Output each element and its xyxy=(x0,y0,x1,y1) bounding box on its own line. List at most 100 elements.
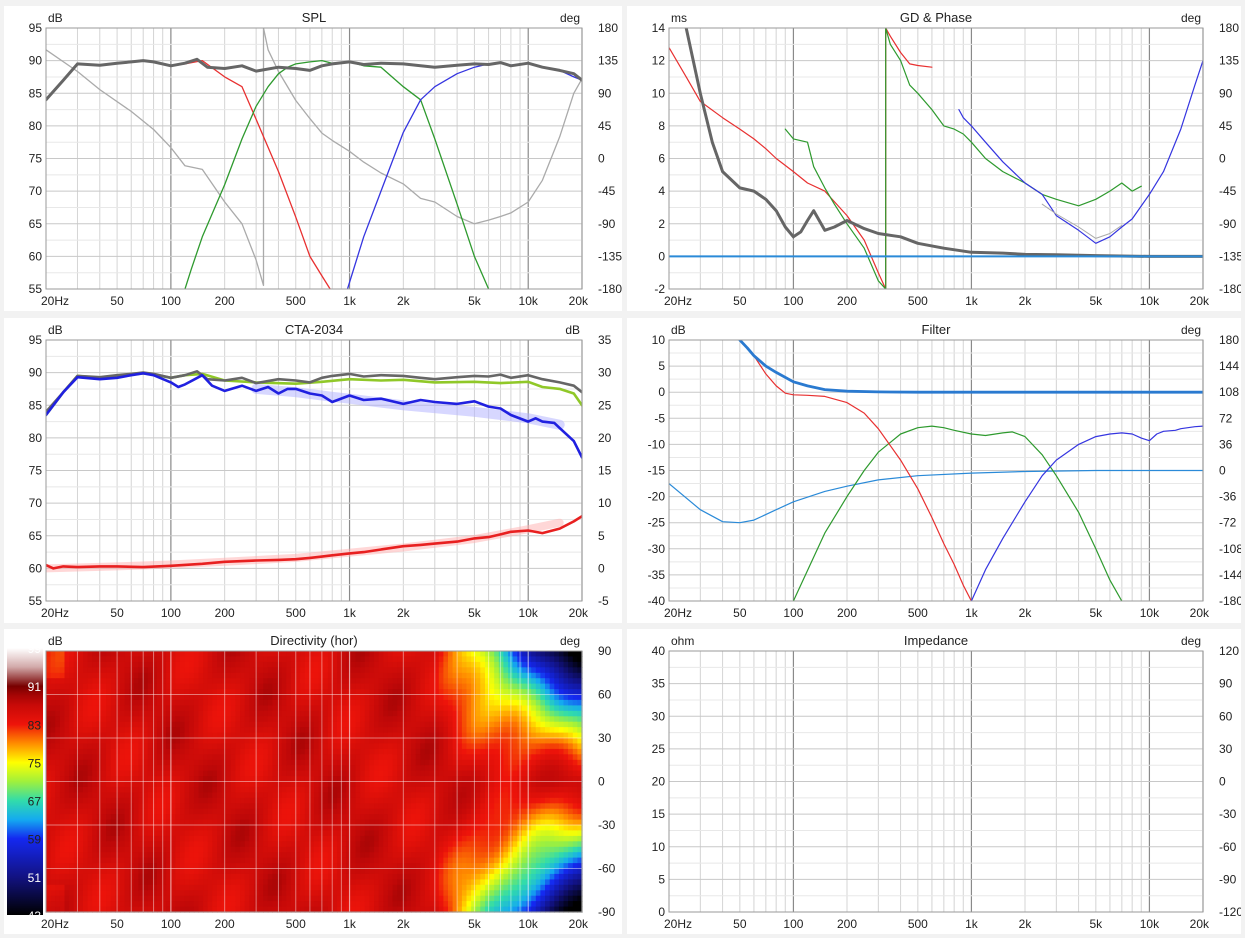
heatmap-cell xyxy=(383,797,389,804)
heatmap-cell xyxy=(364,797,370,804)
heatmap-cell xyxy=(258,819,264,826)
heatmap-cell xyxy=(360,868,366,875)
heatmap-cell xyxy=(332,759,338,766)
heatmap-cell xyxy=(461,895,468,902)
heatmap-cell xyxy=(286,825,292,831)
heatmap-cell xyxy=(438,748,444,755)
heatmap-cell xyxy=(253,873,260,880)
heatmap-cell xyxy=(226,661,232,668)
heatmap-cell xyxy=(351,825,357,831)
heatmap-cell xyxy=(156,661,163,668)
heatmap-cell xyxy=(249,672,255,679)
heatmap-cell xyxy=(461,705,468,712)
heatmap-cell xyxy=(244,879,250,886)
heatmap-cell xyxy=(448,879,454,886)
heatmap-cell xyxy=(272,830,278,837)
heatmap-cell xyxy=(166,906,172,913)
heatmap-cell xyxy=(96,825,102,831)
heatmap-cell xyxy=(119,770,126,777)
heatmap-cell xyxy=(309,699,315,706)
heatmap-cell xyxy=(73,808,79,815)
heatmap-cell xyxy=(300,901,306,908)
heatmap-cell xyxy=(424,884,431,891)
heatmap-cell xyxy=(124,770,130,777)
heatmap-cell xyxy=(161,841,167,848)
heatmap-cell xyxy=(101,846,107,853)
heatmap-cell xyxy=(397,873,403,880)
heatmap-cell xyxy=(180,863,186,870)
heatmap-cell xyxy=(78,770,84,777)
heatmap-cell xyxy=(101,830,107,837)
heatmap-cell xyxy=(415,786,421,793)
heatmap-cell xyxy=(217,808,223,815)
heatmap-cell xyxy=(46,803,52,810)
heatmap-cell xyxy=(443,732,449,739)
heatmap-cell xyxy=(341,814,347,821)
heatmap-cell xyxy=(249,852,255,859)
x-tick-label: 200 xyxy=(837,606,857,620)
heatmap-cell xyxy=(295,792,301,799)
heatmap-cell xyxy=(401,705,407,712)
heatmap-cell xyxy=(198,830,204,837)
heatmap-cell xyxy=(397,743,403,750)
heatmap-cell xyxy=(226,841,232,848)
heatmap-cell xyxy=(170,710,176,717)
heatmap-cell xyxy=(401,835,407,842)
heatmap-cell xyxy=(369,868,375,875)
heatmap-cell xyxy=(244,803,250,810)
heatmap-cell xyxy=(175,727,181,734)
heatmap-cell xyxy=(249,651,255,657)
heatmap-cell xyxy=(92,868,98,875)
heatmap-cell xyxy=(156,705,163,712)
heatmap-cell xyxy=(189,846,195,853)
heatmap-cell xyxy=(290,667,297,674)
heatmap-cell xyxy=(138,895,144,902)
heatmap-cell xyxy=(360,906,366,913)
heatmap-cell xyxy=(203,710,209,717)
heatmap-cell xyxy=(240,830,246,837)
heatmap-cell xyxy=(300,808,306,815)
heatmap-cell xyxy=(138,906,144,913)
heatmap-cell xyxy=(452,819,458,826)
heatmap-cell xyxy=(406,699,412,706)
heatmap-cell xyxy=(212,830,218,837)
heatmap-cell xyxy=(323,748,329,755)
heatmap-cell xyxy=(309,803,315,810)
heatmap-cell xyxy=(286,765,292,772)
heatmap-cell xyxy=(189,901,195,908)
heatmap-cell xyxy=(300,699,306,706)
heatmap-cell xyxy=(50,863,56,870)
heatmap-cell xyxy=(392,797,398,804)
heatmap-cell xyxy=(466,716,472,723)
heatmap-cell xyxy=(73,895,79,902)
heatmap-cell xyxy=(110,765,116,772)
heatmap-cell xyxy=(309,716,315,723)
heatmap-cell xyxy=(46,792,52,799)
heatmap-cell xyxy=(50,727,56,734)
heatmap-cell xyxy=(332,651,338,657)
y2-tick-label: 0 xyxy=(598,152,605,166)
heatmap-cell xyxy=(314,895,320,902)
heatmap-cell xyxy=(277,852,283,859)
heatmap-cell xyxy=(133,901,139,908)
heatmap-cell xyxy=(480,901,486,908)
heatmap-cell xyxy=(475,716,481,723)
heatmap-cell xyxy=(300,857,306,864)
heatmap-cell xyxy=(457,732,463,739)
heatmap-cell xyxy=(314,797,320,804)
heatmap-cell xyxy=(374,672,380,679)
heatmap-cell xyxy=(87,754,93,761)
heatmap-cell xyxy=(230,825,236,831)
heatmap-cell xyxy=(480,716,486,723)
heatmap-cell xyxy=(244,814,250,821)
heatmap-cell xyxy=(406,852,412,859)
heatmap-cell xyxy=(226,873,232,880)
heatmap-cell xyxy=(59,852,66,859)
heatmap-cell xyxy=(106,830,112,837)
heatmap-cell xyxy=(87,786,93,793)
heatmap-cell xyxy=(277,890,283,897)
heatmap-cell xyxy=(207,732,213,739)
heatmap-cell xyxy=(253,732,260,739)
heatmap-cell xyxy=(129,656,135,663)
heatmap-cell xyxy=(226,716,232,723)
